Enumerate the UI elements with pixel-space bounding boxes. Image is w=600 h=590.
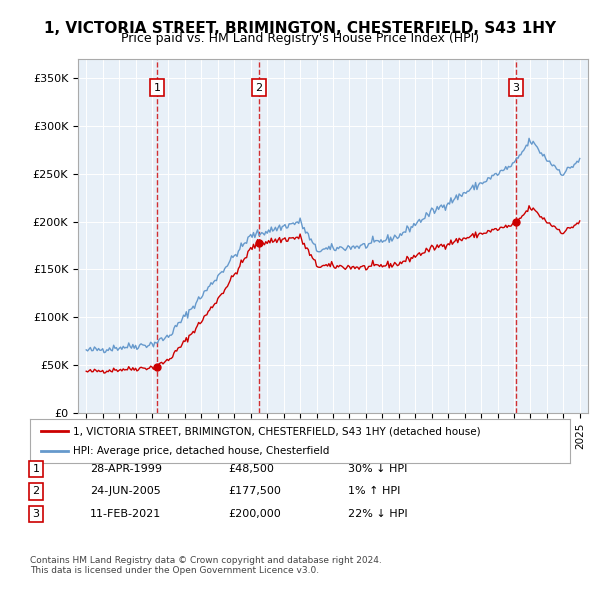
Text: 28-APR-1999: 28-APR-1999 (90, 464, 162, 474)
Text: 2: 2 (255, 83, 262, 93)
Text: 30% ↓ HPI: 30% ↓ HPI (348, 464, 407, 474)
Text: £48,500: £48,500 (228, 464, 274, 474)
Text: £200,000: £200,000 (228, 509, 281, 519)
Text: 11-FEB-2021: 11-FEB-2021 (90, 509, 161, 519)
Text: HPI: Average price, detached house, Chesterfield: HPI: Average price, detached house, Ches… (73, 446, 329, 455)
Text: Price paid vs. HM Land Registry's House Price Index (HPI): Price paid vs. HM Land Registry's House … (121, 32, 479, 45)
Text: 24-JUN-2005: 24-JUN-2005 (90, 487, 161, 496)
Text: 2: 2 (32, 487, 40, 496)
Text: 1, VICTORIA STREET, BRIMINGTON, CHESTERFIELD, S43 1HY: 1, VICTORIA STREET, BRIMINGTON, CHESTERF… (44, 21, 556, 35)
Text: 1, VICTORIA STREET, BRIMINGTON, CHESTERFIELD, S43 1HY (detached house): 1, VICTORIA STREET, BRIMINGTON, CHESTERF… (73, 427, 481, 436)
Text: Contains HM Land Registry data © Crown copyright and database right 2024.
This d: Contains HM Land Registry data © Crown c… (30, 556, 382, 575)
Text: 3: 3 (32, 509, 40, 519)
Text: 3: 3 (512, 83, 520, 93)
Text: 1: 1 (154, 83, 161, 93)
Text: 1: 1 (32, 464, 40, 474)
Text: £177,500: £177,500 (228, 487, 281, 496)
Text: 1% ↑ HPI: 1% ↑ HPI (348, 487, 400, 496)
Text: 22% ↓ HPI: 22% ↓ HPI (348, 509, 407, 519)
